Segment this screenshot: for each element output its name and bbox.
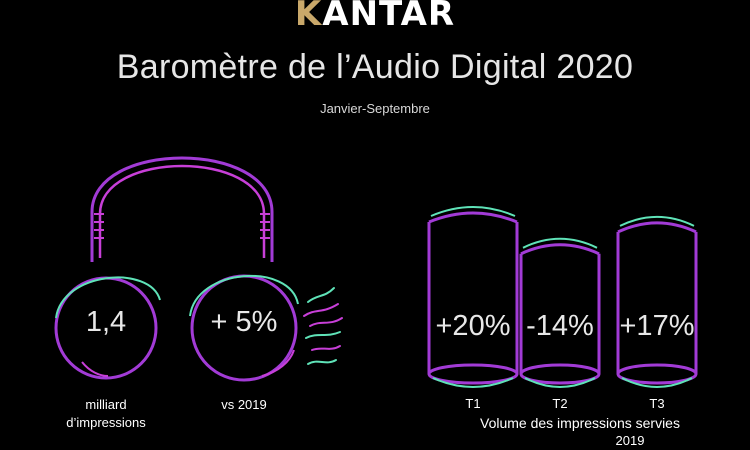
logo-text: ANTAR <box>322 0 456 34</box>
growth-caption: vs 2019 <box>221 397 267 412</box>
headband-outer <box>90 156 274 262</box>
bar-top-highlight <box>522 237 598 249</box>
bar-body <box>616 231 698 374</box>
growth-value: + 5% <box>210 306 278 338</box>
bar-value-label: +20% <box>435 310 511 342</box>
bar-category-label: T2 <box>552 396 568 411</box>
bar-t3 <box>616 216 698 388</box>
bar-top-highlight <box>430 206 516 217</box>
bar-category-label: T3 <box>649 396 665 411</box>
bar-base <box>427 363 519 385</box>
bar-top <box>428 211 518 224</box>
page-title: Baromètre de l’Audio Digital 2020 <box>116 48 634 86</box>
kantar-logo: KANTAR <box>0 0 750 34</box>
headband-inner <box>98 164 266 258</box>
bar-base-highlight <box>432 377 514 388</box>
bar-base <box>616 363 698 385</box>
headphones-illustration <box>54 156 698 388</box>
bar-value-label: +17% <box>619 310 695 342</box>
bar-body <box>519 253 601 374</box>
bar-body <box>427 222 519 374</box>
bar-base-highlight <box>524 377 596 388</box>
chart-caption-cut: 2019 <box>615 433 645 448</box>
headband-slider-left <box>94 213 104 239</box>
bar-chart <box>427 206 698 388</box>
bar-top <box>520 243 600 256</box>
bar-category-label: T1 <box>465 396 481 411</box>
impressions-caption-line2: d’impressions <box>66 415 146 430</box>
bar-t2 <box>519 237 601 388</box>
right-earcup-pink-arc <box>261 349 295 377</box>
impressions-value: 1,4 <box>85 306 127 338</box>
sound-waves-icon <box>303 287 343 365</box>
bar-top-highlight <box>619 216 695 227</box>
chart-caption: Volume des impressions servies <box>480 415 680 431</box>
bar-base <box>519 363 601 385</box>
impressions-caption: milliard d’impressions <box>46 396 166 432</box>
bar-top <box>617 221 697 234</box>
impressions-caption-line1: milliard <box>85 397 127 412</box>
bar-base-highlight <box>621 377 693 388</box>
logo-letter-k: K <box>294 0 323 34</box>
bar-t1 <box>427 206 519 388</box>
left-earcup-teal-arc <box>55 276 161 319</box>
page-subtitle: Janvier-Septembre <box>320 101 430 116</box>
bar-value-label: -14% <box>526 310 594 342</box>
left-earcup-pink-arc <box>81 361 109 377</box>
headband-slider-right <box>260 213 270 239</box>
right-earcup-teal-arc <box>189 274 299 317</box>
